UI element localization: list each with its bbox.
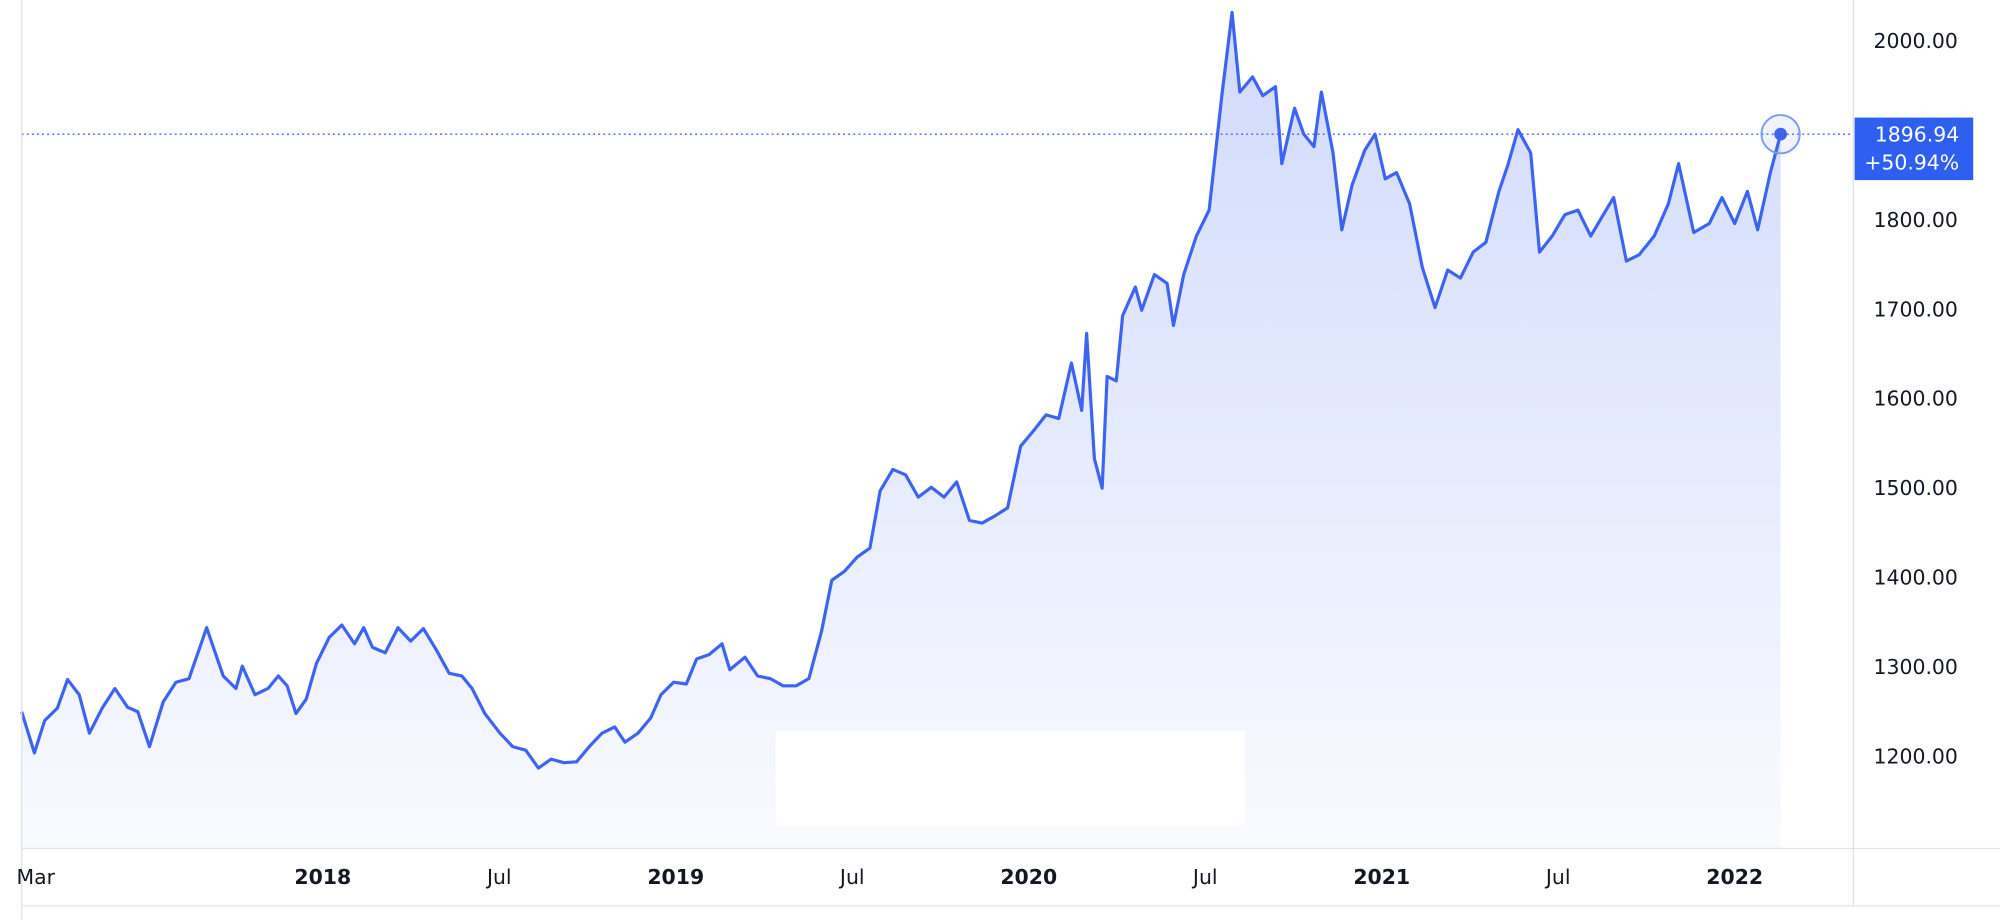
- y-tick-label: 1300.00: [1874, 655, 1958, 679]
- y-tick-label: 1600.00: [1874, 387, 1958, 411]
- x-tick-label: Jul: [485, 865, 512, 889]
- watermark-blank: [775, 731, 1245, 826]
- y-tick-label: 1200.00: [1874, 744, 1958, 768]
- x-tick-label: 2018: [294, 865, 351, 889]
- x-tick-label: Jul: [838, 865, 865, 889]
- plot-area: [20, 10, 1783, 849]
- y-tick-label: 1400.00: [1874, 566, 1958, 590]
- last-value-label: 1896.94: [1875, 122, 1959, 146]
- last-value-box: 1896.94 +50.94%: [1854, 117, 1974, 181]
- y-tick-label: 1700.00: [1874, 297, 1958, 321]
- x-tick-label: Jul: [1191, 865, 1218, 889]
- y-tick-label: 2000.00: [1874, 29, 1958, 53]
- price-line: [20, 10, 1783, 770]
- x-tick-label: 2021: [1353, 865, 1410, 889]
- x-tick-label: Mar: [17, 865, 56, 889]
- change-label: +50.94%: [1864, 151, 1959, 175]
- x-tick-label: Jul: [1544, 865, 1571, 889]
- x-tick-label: 2019: [647, 865, 704, 889]
- last-point: [1774, 127, 1787, 141]
- x-tick-label: 2022: [1706, 865, 1763, 889]
- y-tick-label: 1800.00: [1874, 208, 1958, 232]
- y-tick-label: 1500.00: [1874, 476, 1958, 500]
- last-value-bg: [1854, 117, 1974, 181]
- overlay: [21, 114, 1854, 155]
- x-tick-label: 2020: [1000, 865, 1057, 889]
